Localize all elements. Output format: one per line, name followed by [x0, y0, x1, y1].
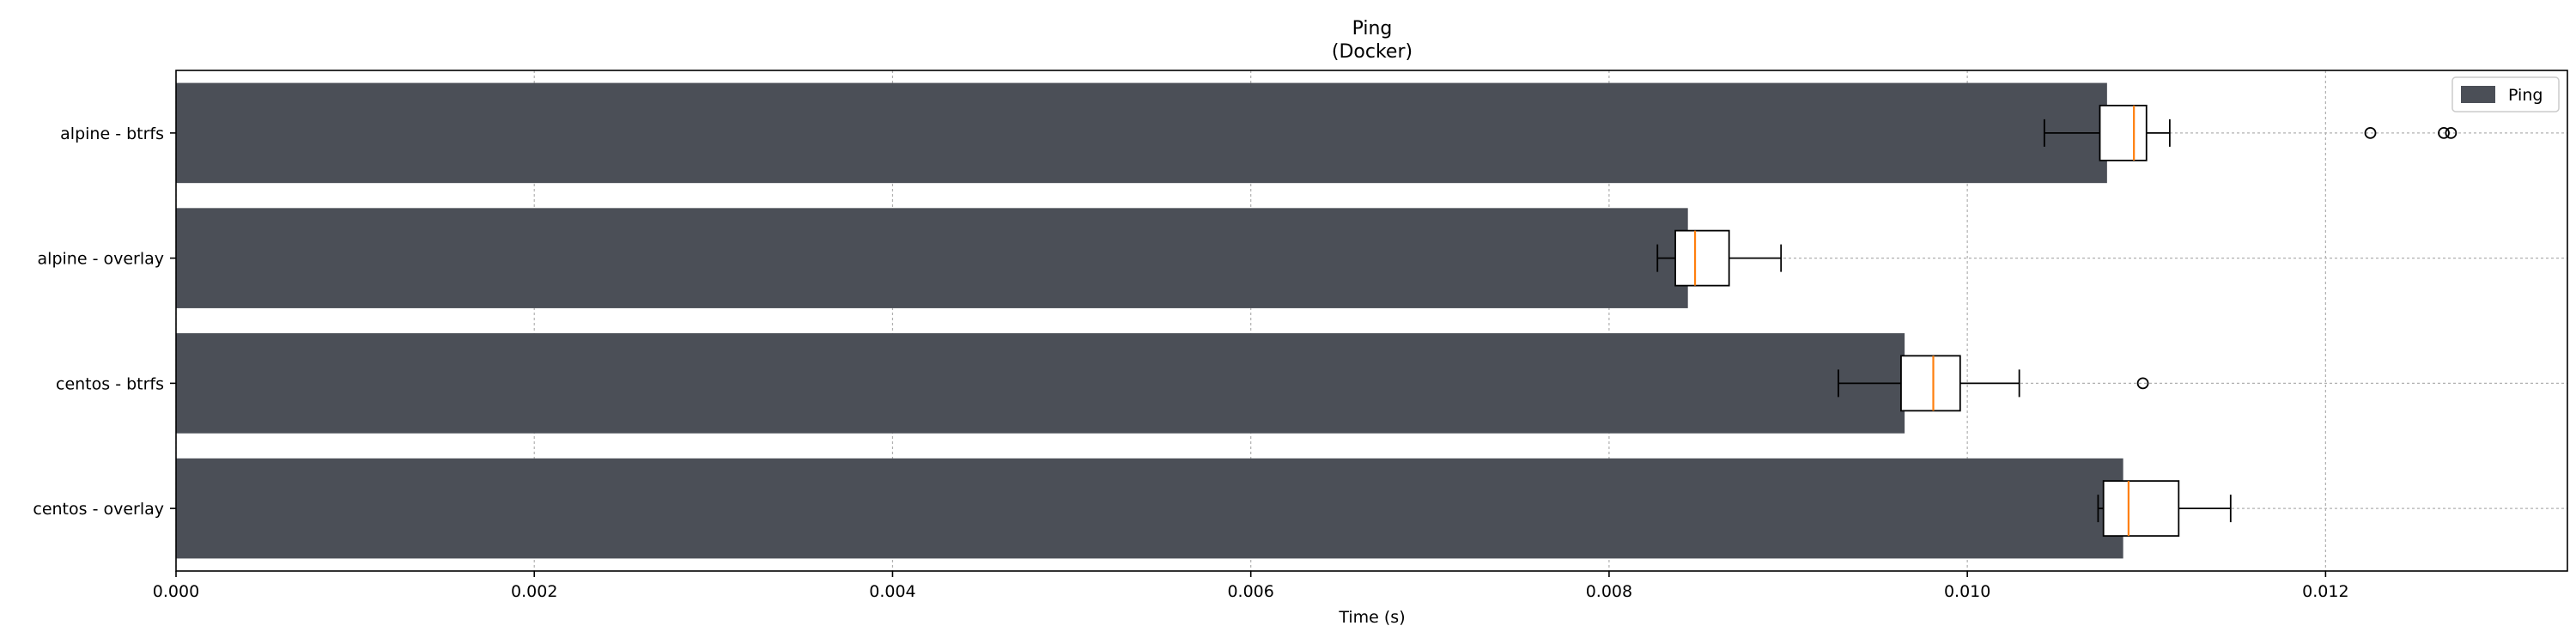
- bar: [176, 458, 2123, 559]
- y-tick-label: alpine - overlay: [38, 250, 164, 269]
- boxplot: [1838, 355, 2149, 412]
- bar: [176, 82, 2107, 184]
- boxplot: [1656, 229, 1783, 287]
- box: [1674, 229, 1730, 287]
- y-axis: alpine - btrfs alpine - overlay centos - b…: [33, 125, 176, 519]
- x-tick-label: 0.004: [869, 582, 915, 601]
- outlier-point: [2136, 377, 2149, 390]
- x-axis: 0.000 0.002 0.004 0.006 0.008 0.010 0.012: [153, 571, 2349, 601]
- x-tick-label: 0.006: [1227, 582, 1273, 601]
- x-tick-label: 0.008: [1586, 582, 1632, 601]
- y-tick-label: alpine - btrfs: [60, 125, 164, 143]
- x-tick-label: 0.012: [2302, 582, 2348, 601]
- bar: [176, 208, 1688, 308]
- box: [1900, 355, 1961, 412]
- outlier-point: [2364, 126, 2377, 139]
- plot-frame: [175, 70, 2568, 572]
- boxplots: [1656, 104, 2458, 538]
- legend-label: Ping: [2508, 86, 2543, 105]
- y-tick-label: centos - btrfs: [56, 374, 164, 393]
- legend[interactable]: Ping: [2451, 76, 2560, 112]
- box: [2102, 480, 2180, 538]
- x-tick-label: 0.010: [1944, 582, 1990, 601]
- chart-title: Ping: [1352, 18, 1393, 39]
- legend-swatch: [2461, 86, 2495, 103]
- boxplot: [2097, 480, 2232, 538]
- x-tick-label: 0.000: [153, 582, 199, 601]
- chart-subtitle: (Docker): [1332, 41, 1413, 63]
- x-axis-label: Time (s): [1338, 608, 1405, 627]
- boxplot: [2043, 104, 2458, 161]
- x-tick-label: 0.002: [511, 582, 557, 601]
- bar: [176, 333, 1905, 434]
- box: [2099, 104, 2148, 161]
- y-tick-label: centos - overlay: [33, 500, 164, 519]
- bars: [176, 82, 2123, 559]
- outlier-point: [2438, 126, 2450, 139]
- outlier-point: [2445, 126, 2458, 139]
